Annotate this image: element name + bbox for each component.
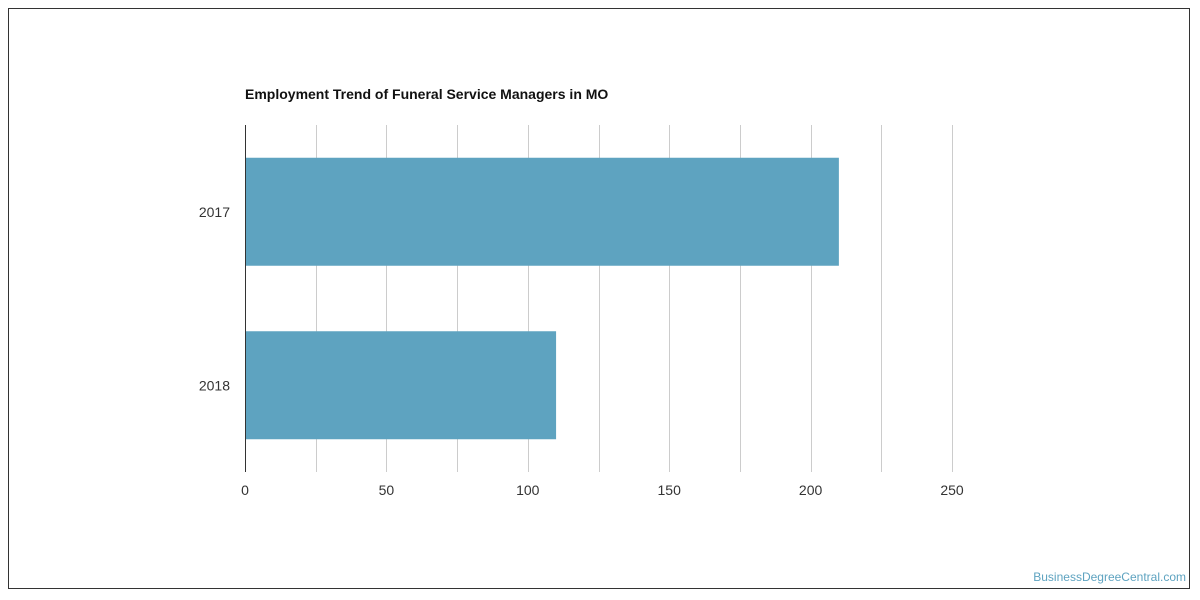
bars [245,157,839,440]
x-tick-label: 100 [516,482,540,498]
y-tick-label: 2017 [199,204,230,220]
y-tick-label: 2018 [199,377,230,393]
x-tick-label: 50 [379,482,395,498]
chart-title: Employment Trend of Funeral Service Mana… [245,86,609,102]
bar-2018 [245,331,557,440]
watermark-link[interactable]: BusinessDegreeCentral.com [1033,570,1186,584]
x-tick-label: 200 [799,482,823,498]
x-tick-label: 150 [658,482,682,498]
x-tick-label: 0 [241,482,249,498]
bar-2017 [245,157,839,266]
x-tick-labels: 0 50 100 150 200 250 [241,482,964,498]
x-tick-label: 250 [940,482,964,498]
y-tick-labels: 2017 2018 [199,204,230,394]
